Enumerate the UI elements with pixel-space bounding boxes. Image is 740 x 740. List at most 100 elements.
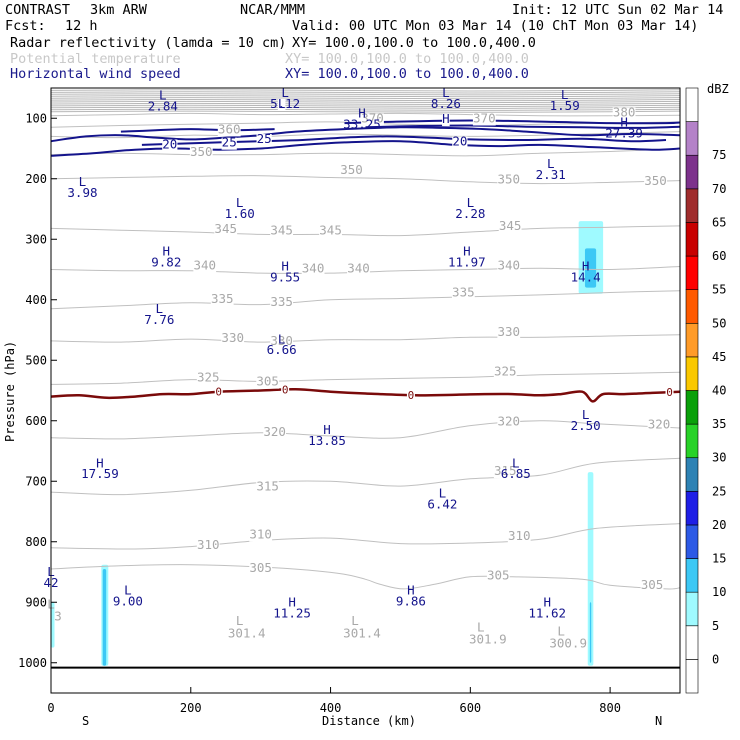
field-theta-name: Potential temperature bbox=[10, 51, 181, 67]
theta-label-bg bbox=[319, 225, 342, 238]
colorbar-tick-label: 65 bbox=[712, 215, 726, 229]
colorbar-tick-label: 25 bbox=[712, 484, 726, 498]
field-theta-xy: XY= 100.0,100.0 to 100.0,400.0 bbox=[285, 51, 529, 67]
wind-extremum-kind: H bbox=[582, 259, 590, 274]
theta-isentrope-320 bbox=[51, 420, 680, 440]
wind-extremum-kind: H bbox=[96, 455, 104, 470]
theta-label: 350 bbox=[644, 173, 667, 188]
wind-speed-label-bg bbox=[221, 137, 237, 150]
theta-label-bg bbox=[256, 376, 280, 389]
y-tick-label: 400 bbox=[25, 293, 47, 307]
y-tick-label: 100 bbox=[25, 111, 47, 125]
wind-speed-label-bg bbox=[162, 139, 178, 152]
colorbar-tick-label: 60 bbox=[712, 249, 726, 263]
theta-label: 340 bbox=[193, 258, 216, 273]
colorbar-tick-label: 45 bbox=[712, 350, 726, 364]
colorbar-tick-label: 50 bbox=[712, 316, 726, 330]
colorbar-tick-label: 30 bbox=[712, 451, 726, 465]
wind-speed-contour-20 bbox=[51, 126, 680, 143]
x-end-label-north: N bbox=[655, 714, 662, 728]
colorbar-tick-label: 75 bbox=[712, 148, 726, 162]
theta-label: 330 bbox=[270, 333, 293, 348]
wind-extremum-kind: H bbox=[463, 244, 471, 259]
wind-extremum-value: 11.25 bbox=[273, 605, 311, 620]
header-init: Init: 12 UTC Sun 02 Mar 14 bbox=[512, 2, 723, 18]
theta-extremum-kind: L bbox=[557, 624, 565, 639]
theta-extremum-kind: L bbox=[477, 619, 485, 634]
wind-extremum-kind: L bbox=[442, 85, 450, 100]
theta-isentrope-stratosphere bbox=[51, 108, 680, 111]
y-tick-label: 900 bbox=[25, 595, 47, 609]
colorbar: 0 5 10 15 20 25 30 35 40 45 50 55 60 65 70 75 bbox=[685, 87, 726, 694]
freezing-level-label: 0 bbox=[666, 386, 673, 399]
freezing-label-bg bbox=[214, 384, 223, 397]
theta-label-bg bbox=[497, 416, 521, 429]
theta-label-bg bbox=[497, 327, 521, 340]
colorbar-tick-label: 15 bbox=[712, 552, 726, 566]
colorbar-swatch bbox=[685, 121, 699, 156]
colorbar-swatch bbox=[685, 558, 699, 593]
colorbar-swatch bbox=[685, 255, 699, 290]
theta-label-bg bbox=[472, 113, 496, 126]
colorbar-swatch bbox=[685, 659, 699, 694]
theta-label: 340 bbox=[302, 261, 325, 276]
theta-label: 330 bbox=[221, 330, 244, 345]
wind-speed-contour-30 bbox=[344, 119, 680, 125]
freezing-level-label: 0 bbox=[282, 384, 289, 397]
theta-label: 345 bbox=[319, 222, 342, 237]
wind-extremum-value: 2.50 bbox=[571, 418, 601, 433]
theta-label-bg bbox=[647, 419, 671, 432]
x-end-label-south: S bbox=[82, 714, 89, 728]
wind-extremum-kind: H bbox=[407, 582, 415, 597]
theta-isentrope-345 bbox=[51, 225, 680, 237]
freezing-level-label: 0 bbox=[408, 389, 415, 402]
theta-label-bg bbox=[270, 225, 294, 238]
wind-extremum-value: 7.76 bbox=[144, 312, 174, 327]
header-resolution: 3km ARW bbox=[90, 2, 148, 18]
theta-label-bg bbox=[214, 224, 238, 237]
field-wind-name: Horizontal wind speed bbox=[10, 66, 181, 82]
theta-isentrope-355 bbox=[51, 148, 680, 157]
theta-isentrope-335 bbox=[51, 290, 680, 310]
wind-extremum-value: 6.42 bbox=[427, 496, 457, 511]
colorbar-swatch bbox=[685, 87, 699, 122]
header-center: NCAR/MMM bbox=[240, 2, 305, 18]
wind-extremum-value: 3.98 bbox=[67, 185, 97, 200]
theta-extremum-value: 3 bbox=[54, 608, 62, 623]
wind-extremum-kind: H bbox=[163, 244, 171, 259]
freezing-label-bg bbox=[406, 388, 415, 401]
colorbar-tick-label: 0 bbox=[712, 652, 719, 666]
theta-label: 335 bbox=[211, 291, 234, 306]
theta-isentrope-stratosphere bbox=[51, 98, 680, 102]
y-tick-label: 800 bbox=[25, 535, 47, 549]
colorbar-swatch bbox=[685, 356, 699, 391]
theta-label-bg bbox=[249, 563, 273, 575]
theta-isentrope-stratosphere bbox=[51, 102, 680, 106]
y-tick-label: 500 bbox=[25, 353, 47, 367]
plot-background bbox=[51, 88, 680, 693]
wind-extremum-kind: L bbox=[236, 195, 244, 210]
theta-label-bg bbox=[361, 113, 384, 126]
theta-label-bg bbox=[189, 146, 213, 159]
theta-label: 305 bbox=[256, 374, 279, 389]
x-tick-label: 800 bbox=[599, 701, 621, 715]
theta-label-bg bbox=[493, 466, 517, 479]
theta-label: 340 bbox=[497, 258, 520, 273]
contour-labels-layer: 380 370 370 360 350 350 350 350 345 345 345 345 340 3… bbox=[43, 85, 680, 669]
field-reflectivity-xy: XY= 100.0,100.0 to 100.0,400.0 bbox=[292, 35, 536, 51]
theta-label-bg bbox=[340, 164, 363, 177]
theta-label: 345 bbox=[499, 218, 522, 233]
colorbar-swatch bbox=[685, 154, 699, 190]
theta-extremum-value: 300.9 bbox=[549, 636, 587, 651]
reflectivity-cell bbox=[102, 568, 107, 666]
colorbar-tick-label: 40 bbox=[712, 384, 726, 398]
wind-extremum-kind: H bbox=[323, 422, 331, 437]
colorbar-swatch bbox=[685, 491, 699, 526]
x-tick-label: 200 bbox=[180, 701, 202, 715]
y-tick-label: 300 bbox=[25, 232, 47, 246]
header-valid: Valid: 00 UTC Mon 03 Mar 14 (10 ChT Mon … bbox=[292, 18, 698, 34]
wind-extremum-kind: L bbox=[124, 582, 132, 597]
theta-label: 310 bbox=[508, 528, 531, 543]
